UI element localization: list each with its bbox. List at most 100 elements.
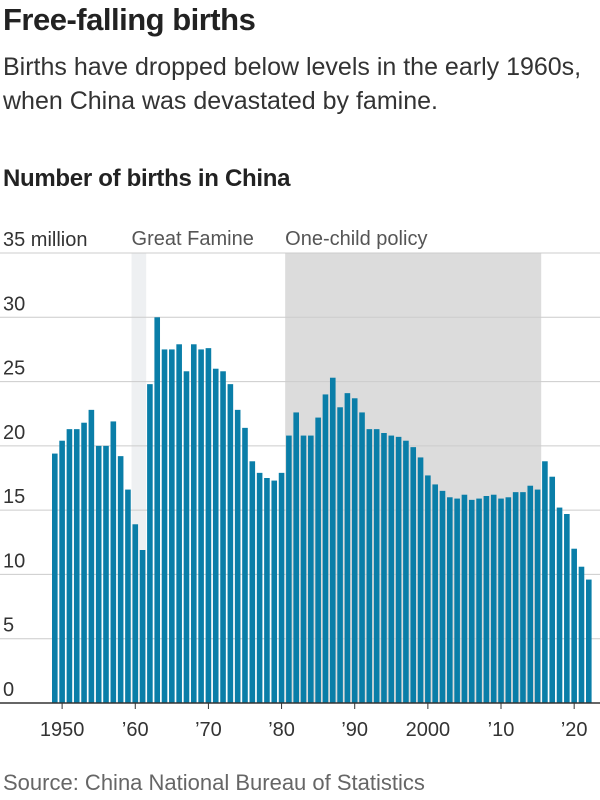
bar-1979 (271, 480, 278, 703)
bar-1996 (395, 436, 402, 703)
bar-1955 (95, 445, 102, 703)
bar-2018 (556, 507, 563, 703)
x-tick-label: 1950 (40, 719, 85, 741)
x-axis-ticks: 1950 ’60 ’70 ’80 ’90 2000 ’10 ’20 (40, 703, 588, 741)
bar-2010 (498, 498, 504, 703)
bar-1971 (212, 368, 219, 703)
x-tick-label: ’70 (195, 719, 222, 741)
bar-1959 (125, 489, 131, 703)
bar-1978 (264, 478, 270, 703)
bar-1966 (176, 344, 182, 703)
bar-2001 (432, 484, 438, 703)
bar-1956 (103, 445, 109, 703)
bar-1993 (373, 429, 380, 703)
x-tick-label: ’10 (488, 719, 515, 741)
bars (52, 317, 592, 703)
bar-2022 (585, 579, 592, 703)
y-tick-label: 30 (3, 293, 25, 315)
bar-1968 (190, 344, 197, 703)
x-tick-label: 2000 (406, 719, 451, 741)
bar-1994 (381, 433, 387, 703)
bar-1992 (366, 429, 373, 703)
births-bar-chart: Great Famine One-child policy 0 5 10 15 20 25 3… (0, 228, 600, 741)
bar-1967 (183, 371, 190, 703)
bar-1990 (351, 398, 358, 703)
bar-2015 (534, 489, 541, 703)
bar-1988 (337, 407, 343, 703)
y-tick-label: 25 (3, 358, 25, 380)
bar-1963 (154, 317, 161, 703)
bar-1970 (205, 348, 212, 703)
bar-1951 (66, 429, 73, 703)
bar-1997 (403, 440, 409, 703)
bar-2000 (425, 475, 431, 703)
bar-1969 (198, 349, 204, 703)
shaded-period-label-1: One-child policy (285, 228, 427, 250)
bar-1965 (169, 349, 175, 703)
y-tick-label: 35 million (3, 229, 87, 251)
bar-2003 (447, 497, 453, 703)
bar-2009 (490, 494, 497, 703)
bar-1949 (52, 453, 58, 703)
chart-title: Number of births in China (3, 165, 291, 192)
bar-1953 (81, 422, 87, 703)
bar-2017 (549, 476, 556, 703)
bar-1991 (359, 412, 365, 703)
bar-2005 (461, 494, 468, 703)
bar-1961 (139, 550, 146, 703)
bar-1986 (322, 394, 329, 703)
bar-1998 (410, 447, 417, 703)
bar-2008 (483, 496, 490, 703)
y-tick-label: 5 (3, 615, 14, 637)
bar-1954 (88, 409, 95, 703)
bar-1964 (161, 349, 168, 703)
bar-1985 (315, 417, 321, 703)
bar-1958 (117, 456, 124, 703)
bar-2021 (578, 566, 585, 703)
x-tick-label: ’90 (341, 719, 368, 741)
y-axis-ticks: 0 5 10 15 20 25 30 35 million (3, 229, 87, 701)
x-tick-label: ’80 (268, 719, 295, 741)
bar-1982 (293, 412, 299, 703)
bar-1975 (242, 427, 248, 703)
bar-1974 (234, 409, 241, 703)
bar-2011 (505, 497, 512, 703)
y-tick-label: 10 (3, 550, 25, 572)
bar-1981 (286, 435, 292, 703)
chart-subtitle: Births have dropped below levels in the … (3, 53, 582, 115)
bar-2006 (468, 499, 475, 703)
bar-1976 (249, 461, 256, 703)
bar-2016 (542, 461, 548, 703)
bar-1972 (220, 371, 226, 703)
bar-1950 (59, 440, 65, 703)
bar-1973 (227, 384, 234, 703)
bar-1962 (147, 384, 153, 703)
y-tick-label: 20 (3, 422, 25, 444)
bar-2002 (439, 490, 446, 703)
bar-1983 (300, 435, 307, 703)
y-tick-label: 15 (3, 486, 25, 508)
bar-1957 (110, 421, 117, 703)
bar-2004 (454, 498, 460, 703)
bar-1999 (417, 457, 424, 703)
bar-1980 (278, 472, 285, 703)
bar-2007 (476, 498, 482, 703)
bar-1960 (132, 524, 139, 703)
bar-2019 (564, 514, 570, 703)
bar-1987 (329, 377, 336, 703)
source-note: Source: China National Bureau of Statist… (3, 770, 425, 795)
x-tick-label: ’60 (122, 719, 149, 741)
bar-2014 (527, 485, 534, 703)
bar-1952 (73, 429, 80, 703)
bar-1984 (308, 435, 314, 703)
bar-2020 (571, 548, 577, 703)
bar-1989 (344, 393, 351, 703)
bar-2013 (520, 492, 526, 703)
shaded-period-label-0: Great Famine (132, 228, 254, 250)
x-tick-label: ’20 (561, 719, 588, 741)
chart-headline: Free-falling births (3, 2, 256, 37)
bar-1995 (388, 435, 395, 703)
y-tick-label: 0 (3, 679, 14, 701)
bar-2012 (512, 492, 519, 703)
bar-1977 (256, 472, 263, 703)
